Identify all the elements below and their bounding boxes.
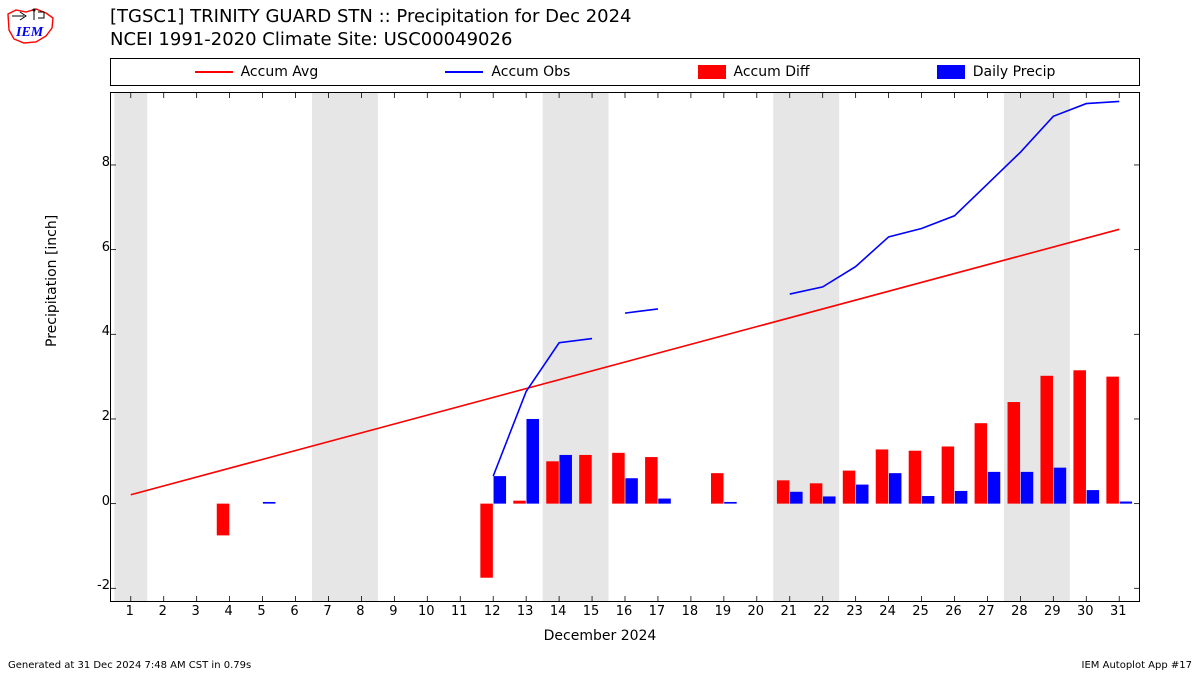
- x-tick: 17: [647, 604, 667, 619]
- x-tick: 16: [614, 604, 634, 619]
- legend-swatch-patch: [698, 65, 726, 79]
- legend: Accum Avg Accum Obs Accum Diff Daily Precip: [110, 58, 1140, 86]
- legend-item: Accum Diff: [698, 64, 810, 80]
- x-tick: 10: [416, 604, 436, 619]
- x-tick: 24: [878, 604, 898, 619]
- x-tick: 29: [1042, 604, 1062, 619]
- x-tick: 4: [219, 604, 239, 619]
- x-tick: 19: [713, 604, 733, 619]
- footer-app: IEM Autoplot App #17: [1082, 660, 1192, 671]
- x-tick: 15: [581, 604, 601, 619]
- title-line-2: NCEI 1991-2020 Climate Site: USC00049026: [110, 29, 632, 52]
- legend-label: Accum Diff: [734, 64, 810, 80]
- legend-swatch-patch: [937, 65, 965, 79]
- y-axis-label: Precipitation [inch]: [44, 215, 60, 347]
- legend-swatch-line: [195, 71, 233, 73]
- x-tick: 11: [449, 604, 469, 619]
- footer-generated: Generated at 31 Dec 2024 7:48 AM CST in …: [8, 660, 251, 671]
- plot-svg: [111, 93, 1139, 601]
- legend-label: Daily Precip: [973, 64, 1056, 80]
- title-line-1: [TGSC1] TRINITY GUARD STN :: Precipitati…: [110, 6, 632, 29]
- plot-area: [110, 92, 1140, 602]
- legend-item: Accum Avg: [195, 64, 319, 80]
- x-tick: 12: [482, 604, 502, 619]
- x-tick: 31: [1108, 604, 1128, 619]
- x-tick: 20: [746, 604, 766, 619]
- x-tick: 25: [911, 604, 931, 619]
- svg-text:IEM: IEM: [15, 25, 44, 40]
- y-tick: 0: [70, 494, 110, 509]
- x-tick: 2: [153, 604, 173, 619]
- legend-label: Accum Avg: [241, 64, 319, 80]
- x-tick: 9: [383, 604, 403, 619]
- x-axis-label: December 2024: [0, 628, 1200, 644]
- legend-swatch-line: [445, 71, 483, 73]
- x-tick: 22: [812, 604, 832, 619]
- y-tick: 2: [70, 409, 110, 424]
- y-tick: 8: [70, 155, 110, 170]
- x-tick: 13: [515, 604, 535, 619]
- chart-title: [TGSC1] TRINITY GUARD STN :: Precipitati…: [110, 6, 632, 51]
- legend-label: Accum Obs: [491, 64, 570, 80]
- x-tick: 26: [943, 604, 963, 619]
- x-tick: 6: [285, 604, 305, 619]
- x-tick: 21: [779, 604, 799, 619]
- x-tick: 23: [845, 604, 865, 619]
- x-tick: 28: [1009, 604, 1029, 619]
- x-tick: 1: [120, 604, 140, 619]
- x-tick: 14: [548, 604, 568, 619]
- x-tick: 5: [252, 604, 272, 619]
- iem-logo: IEM: [6, 6, 56, 46]
- x-tick: 18: [680, 604, 700, 619]
- x-tick: 30: [1075, 604, 1095, 619]
- x-tick: 7: [317, 604, 337, 619]
- y-tick: 4: [70, 324, 110, 339]
- x-tick: 27: [976, 604, 996, 619]
- x-tick: 3: [186, 604, 206, 619]
- legend-item: Accum Obs: [445, 64, 570, 80]
- y-tick: 6: [70, 240, 110, 255]
- x-tick: 8: [350, 604, 370, 619]
- y-tick: -2: [70, 578, 110, 593]
- legend-item: Daily Precip: [937, 64, 1056, 80]
